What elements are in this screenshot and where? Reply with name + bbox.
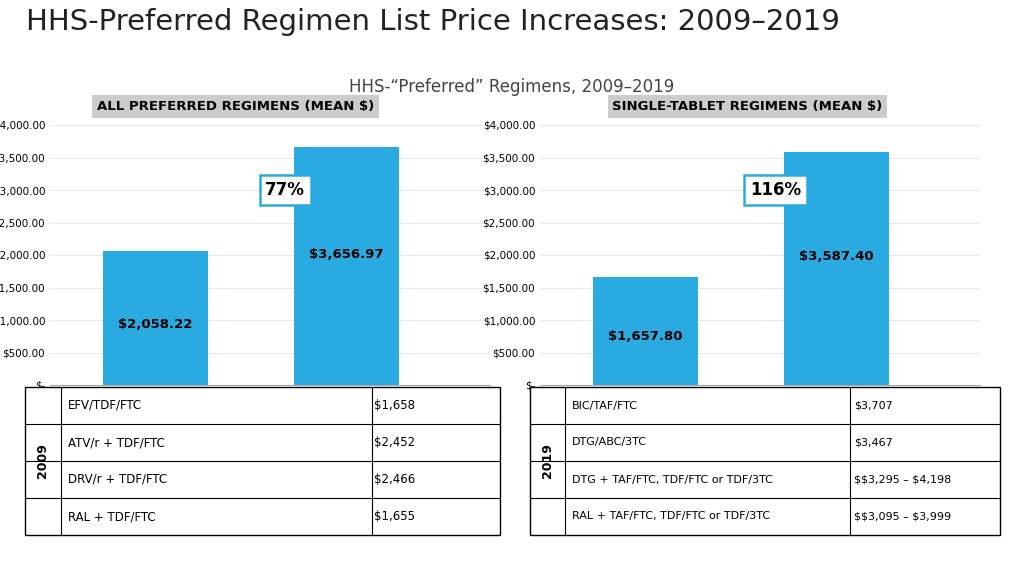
Text: RAL + TDF/FTC: RAL + TDF/FTC: [68, 510, 156, 523]
Text: BIC/TAF/FTC: BIC/TAF/FTC: [572, 400, 638, 411]
Text: $2,058.22: $2,058.22: [118, 319, 193, 331]
Text: ATV/r + TDF/FTC: ATV/r + TDF/FTC: [68, 436, 165, 449]
Text: HHS-Preferred Regimen List Price Increases: 2009–2019: HHS-Preferred Regimen List Price Increas…: [26, 8, 840, 36]
Text: DTG + TAF/FTC, TDF/FTC or TDF/3TC: DTG + TAF/FTC, TDF/FTC or TDF/3TC: [572, 475, 773, 484]
Text: $3,656.97: $3,656.97: [309, 248, 384, 261]
Text: DRV/r + TDF/FTC: DRV/r + TDF/FTC: [68, 473, 167, 486]
FancyBboxPatch shape: [530, 387, 1000, 535]
Text: RAL + TAF/FTC, TDF/FTC or TDF/3TC: RAL + TAF/FTC, TDF/FTC or TDF/3TC: [572, 511, 770, 521]
Text: $3,707: $3,707: [854, 400, 893, 411]
Text: Slide 11 of 31 Slide 11 of 25 From T Horn, MS at New Orleans, LA, December 4-7, : Slide 11 of 31 Slide 11 of 25 From T Hor…: [132, 550, 892, 560]
Text: $$3,095 – $3,999: $$3,095 – $3,999: [854, 511, 951, 521]
Bar: [102, 251, 208, 385]
Text: $3,587.40: $3,587.40: [799, 250, 873, 263]
Text: $2,466: $2,466: [374, 473, 416, 486]
Text: $$3,295 – $4,198: $$3,295 – $4,198: [854, 475, 951, 484]
Text: $1,658: $1,658: [374, 399, 415, 412]
Text: $1,657.80: $1,657.80: [608, 330, 682, 343]
Text: SINGLE-TABLET REGIMENS (MEAN $): SINGLE-TABLET REGIMENS (MEAN $): [612, 100, 883, 113]
Text: 116%: 116%: [750, 155, 831, 199]
Text: ALL PREFERRED REGIMENS (MEAN $): ALL PREFERRED REGIMENS (MEAN $): [97, 100, 374, 113]
Text: $3,467: $3,467: [854, 438, 893, 448]
FancyBboxPatch shape: [25, 387, 500, 535]
Text: 2019: 2019: [541, 444, 554, 479]
Text: 2009: 2009: [36, 444, 49, 479]
Text: $1,655: $1,655: [374, 510, 415, 523]
Bar: [593, 277, 697, 385]
Text: $2,452: $2,452: [374, 436, 416, 449]
Text: HHS-“Preferred” Regimens, 2009–2019: HHS-“Preferred” Regimens, 2009–2019: [349, 78, 675, 96]
Text: EFV/TDF/FTC: EFV/TDF/FTC: [68, 399, 142, 412]
Bar: [294, 147, 399, 385]
Bar: [784, 152, 889, 385]
Text: DTG/ABC/3TC: DTG/ABC/3TC: [572, 438, 647, 448]
Text: 77%: 77%: [265, 150, 342, 199]
